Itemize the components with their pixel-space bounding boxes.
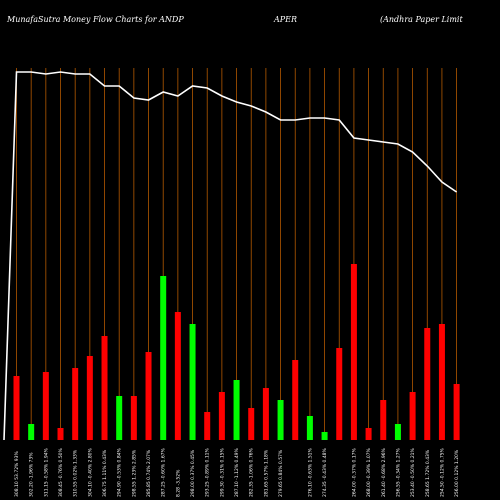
x-tick-labels: 308.10 53.72% 93% 302.20 -1.96% 73% 311.15…: [14, 447, 460, 497]
money-flow-bar: [453, 384, 460, 440]
money-flow-bar: [292, 360, 299, 440]
x-tick-label: 268.00 -0.39% 1.07%: [366, 447, 372, 497]
money-flow-bar: [13, 376, 20, 440]
x-tick-label: 310.55 0.02% 1.33%: [73, 449, 79, 497]
money-flow-bar: [28, 424, 35, 440]
x-tick-label: 281.65 0.57% 1.18%: [263, 449, 269, 497]
x-tick-label: 311.15 -0.58% 1.94%: [43, 447, 49, 497]
money-flow-bar: [321, 432, 328, 440]
money-flow-bar: [72, 368, 79, 440]
money-flow-bar: [189, 324, 196, 440]
money-flow-bar: [409, 392, 416, 440]
x-tick-label: 304.10 -0.40% 2.80%: [87, 447, 93, 497]
x-tick-label: 276.10 -0.63% 1.51%: [307, 447, 313, 497]
money-flow-bar: [262, 388, 269, 440]
x-tick-label: 256.00 0.12% 1.20%: [454, 449, 460, 497]
x-tick-label: 294.90 -0.53% 0.84%: [117, 447, 123, 497]
x-tick-label: 279.65 0.84% 0.57%: [278, 449, 284, 497]
money-flow-bar: [248, 408, 255, 440]
x-tick-label: 308.45 -0.76% 0.50%: [58, 447, 64, 497]
money-flow-bar: [350, 264, 357, 440]
x-tick-label: 287.25 -0.60% 1.67%: [161, 447, 167, 497]
money-flow-bars: [13, 264, 460, 440]
x-tick-label: 298.55 1.23% 2.85%: [131, 449, 137, 497]
money-flow-bar: [145, 352, 152, 440]
x-tick-label: 264.00 -0.37% 0.17%: [351, 447, 357, 497]
x-tick-label: 254.50 -0.12% 0.75%: [439, 447, 445, 497]
x-tick-label: 308.10 53.72% 93%: [14, 451, 20, 497]
x-tick-label: 274.35 -0.43% 0.48%: [322, 447, 328, 497]
x-tick-label: 8.28 -3.52%: [175, 469, 181, 497]
title-middle: APER: [273, 15, 297, 24]
money-flow-bar: [438, 324, 445, 440]
x-tick-label: 258.65 1.72% 0.43%: [425, 449, 431, 497]
money-flow-bar: [424, 328, 431, 440]
x-tick-label: 299.30 -0.31% 0.15%: [219, 447, 225, 497]
x-tick-label: 306.75 1.11% 0.43%: [102, 449, 108, 497]
price-line: [3, 71, 458, 441]
x-tick-label: 285.85 0.74% 2.07%: [146, 449, 152, 497]
money-flow-bar: [306, 416, 313, 440]
money-flow-bar: [336, 348, 343, 440]
x-tick-label: 256.55 -0.34% 1.27%: [395, 447, 401, 497]
money-flow-bar: [130, 396, 137, 440]
x-tick-label: 293.25 -0.89% 0.11%: [205, 447, 211, 497]
money-flow-bar: [42, 372, 49, 440]
money-flow-bar: [160, 276, 167, 440]
money-flow-bar: [116, 396, 123, 440]
money-flow-bar: [233, 380, 240, 440]
money-flow-bar: [380, 400, 387, 440]
money-flow-bar: [218, 392, 225, 440]
x-tick-label: 253.40 -0.50% 0.21%: [410, 447, 416, 497]
money-flow-bar: [174, 312, 181, 440]
money-flow-bar: [365, 428, 372, 440]
title-right: (Andhra Paper Limit: [380, 15, 463, 24]
money-flow-bar: [277, 400, 284, 440]
x-tick-label: 302.20 -1.96% 73%: [29, 452, 35, 497]
money-flow-bar: [394, 424, 401, 440]
money-flow-bar: [101, 336, 108, 440]
x-tick-label: 287.10 -1.12% 0.49%: [234, 447, 240, 497]
x-tick-label: 282.35 -1.06% 0.76%: [249, 447, 255, 497]
money-flow-bar: [86, 356, 93, 440]
title-left: MunafaSutra Money Flow Charts for ANDP: [6, 15, 184, 24]
money-flow-bar: [57, 428, 64, 440]
x-tick-label: 261.40 -0.68% 2.96%: [381, 447, 387, 497]
money-flow-bar: [204, 412, 211, 440]
x-tick-label: 298.00 0.37% 0.45%: [190, 449, 196, 497]
